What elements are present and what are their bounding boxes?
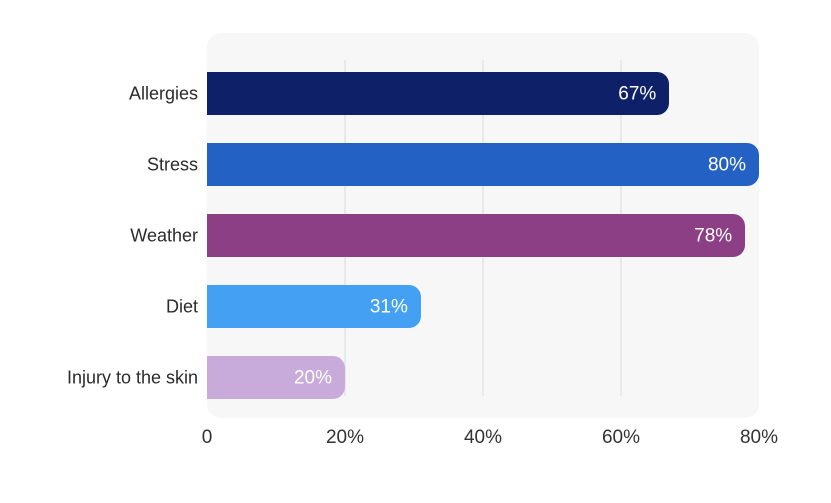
category-label-diet: Diet [165,296,198,316]
category-label-stress: Stress [146,154,198,174]
x-axis-tick-80: 80% [739,427,779,448]
bar-allergies: 67% [207,72,670,115]
value-label-injury-to-the-skin: 20% [293,367,332,388]
category-labels: Allergies Stress Weather Diet Injury to the … [0,33,198,418]
x-axis-tick-20: 20% [325,427,365,448]
category-label-weather: Weather [130,225,198,245]
bar-diet: 31% [207,285,421,328]
plot-area: 67% 80% 78% 31% 20% [207,33,759,418]
x-axis: 0 20% 40% 60% 80% [202,418,778,458]
x-axis-tick-0: 0 [201,427,213,448]
value-label-weather: 78% [694,225,733,246]
value-label-stress: 80% [707,154,746,175]
bar-stress: 80% [207,143,759,186]
x-axis-tick-60: 60% [601,427,641,448]
category-label-allergies: Allergies [128,83,198,103]
bar-weather: 78% [207,214,746,257]
bar-injury-to-the-skin: 20% [207,356,345,399]
x-axis-tick-40: 40% [463,427,503,448]
value-label-diet: 31% [369,296,408,317]
category-label-injury-to-the-skin: Injury to the skin [66,367,198,387]
value-label-allergies: 67% [618,83,657,104]
